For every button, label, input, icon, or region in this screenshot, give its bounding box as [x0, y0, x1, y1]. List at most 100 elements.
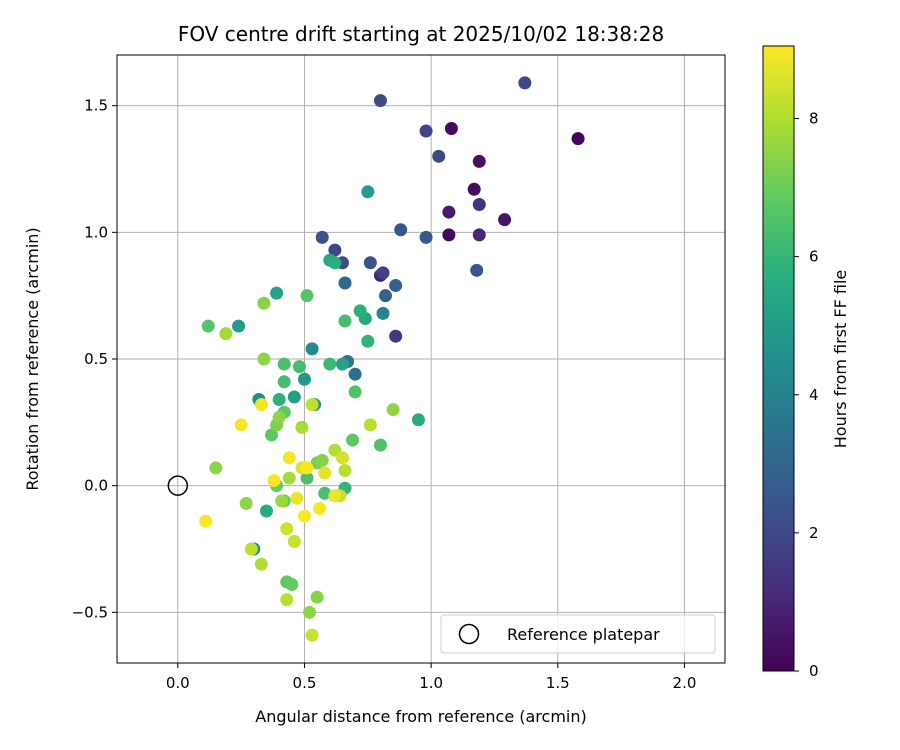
- data-point: [472, 228, 486, 242]
- y-tick-label: 1.0: [84, 223, 108, 241]
- data-point: [376, 306, 390, 320]
- data-point: [361, 334, 375, 348]
- data-point: [571, 132, 585, 146]
- data-point: [282, 471, 296, 485]
- data-point: [363, 418, 377, 432]
- data-point: [328, 256, 342, 270]
- data-point: [244, 542, 258, 556]
- data-point: [270, 286, 284, 300]
- data-point: [373, 94, 387, 108]
- data-point: [219, 327, 233, 341]
- data-point: [287, 390, 301, 404]
- colorbar-gradient: [762, 45, 795, 672]
- data-point: [259, 504, 273, 518]
- colorbar-tick-label: 6: [809, 248, 819, 266]
- data-point: [254, 398, 268, 412]
- data-point: [295, 420, 309, 434]
- data-point: [280, 522, 294, 536]
- data-point: [297, 372, 311, 386]
- x-tick-label: 0.0: [166, 674, 190, 692]
- y-axis-label: Rotation from reference (arcmin): [23, 227, 42, 490]
- x-tick-label: 2.0: [673, 674, 697, 692]
- colorbar-tick-label: 4: [809, 386, 819, 404]
- data-point: [305, 628, 319, 642]
- data-point: [394, 223, 408, 237]
- data-point: [335, 357, 349, 371]
- y-tick-label: 0.5: [84, 350, 108, 368]
- y-axis-ticks: −0.5 0.0 0.5 1.0 1.5: [72, 97, 117, 621]
- data-point: [280, 593, 294, 607]
- data-point: [303, 605, 317, 619]
- data-point: [282, 451, 296, 465]
- data-point: [348, 385, 362, 399]
- data-point: [315, 453, 329, 467]
- data-point: [232, 319, 246, 333]
- data-point: [257, 352, 271, 366]
- data-point: [275, 494, 289, 508]
- data-point: [338, 463, 352, 477]
- legend: Reference platepar: [440, 614, 716, 654]
- legend-marker: [458, 623, 480, 645]
- data-point: [442, 205, 456, 219]
- data-point: [234, 418, 248, 432]
- x-axis-ticks: 0.0 0.5 1.0 1.5 2.0: [166, 663, 697, 692]
- data-point: [389, 329, 403, 343]
- data-point: [338, 276, 352, 290]
- chart-title: FOV centre drift starting at 2025/10/02 …: [178, 22, 664, 46]
- data-point: [373, 438, 387, 452]
- colorbar-tick-label: 8: [809, 110, 819, 128]
- data-point: [209, 461, 223, 475]
- data-point: [346, 433, 360, 447]
- data-point: [300, 289, 314, 303]
- data-point: [442, 228, 456, 242]
- x-tick-label: 0.5: [293, 674, 317, 692]
- legend-label: Reference platepar: [507, 625, 660, 644]
- data-point: [470, 263, 484, 277]
- data-point: [315, 230, 329, 244]
- data-point: [292, 360, 306, 374]
- data-point: [379, 289, 393, 303]
- y-tick-label: 1.5: [84, 97, 108, 115]
- data-point: [353, 304, 367, 318]
- x-tick-label: 1.0: [419, 674, 443, 692]
- data-point: [318, 466, 332, 480]
- data-points: [199, 76, 585, 642]
- data-point: [285, 577, 299, 591]
- data-point: [361, 185, 375, 199]
- grid: [117, 55, 725, 663]
- x-axis-label: Angular distance from reference (arcmin): [255, 707, 586, 726]
- colorbar: 0 2 4 6 8 Hours from first FF file: [762, 45, 850, 680]
- reference-platepar-marker: [167, 475, 189, 496]
- data-point: [265, 428, 279, 442]
- data-point: [199, 514, 213, 528]
- legend-box: [440, 614, 716, 654]
- data-point: [348, 367, 362, 381]
- data-point: [257, 296, 271, 310]
- data-point: [310, 590, 324, 604]
- data-point: [335, 451, 349, 465]
- data-point: [290, 491, 304, 505]
- data-point: [272, 393, 286, 407]
- data-point: [254, 557, 268, 571]
- data-point: [432, 149, 446, 163]
- data-point: [328, 489, 342, 503]
- colorbar-ticks: 0 2 4 6 8: [794, 110, 819, 680]
- data-point: [277, 375, 291, 389]
- data-point: [338, 314, 352, 328]
- y-tick-label: −0.5: [72, 603, 108, 621]
- y-tick-label: 0.0: [84, 477, 108, 495]
- data-point: [287, 534, 301, 548]
- data-point: [411, 413, 425, 427]
- data-point: [300, 471, 314, 485]
- data-point: [318, 486, 332, 500]
- data-point: [472, 197, 486, 211]
- data-point: [328, 243, 342, 257]
- data-point: [297, 509, 311, 523]
- colorbar-label: Hours from first FF file: [831, 270, 850, 449]
- data-point: [277, 357, 291, 371]
- data-point: [267, 474, 281, 488]
- data-point: [272, 410, 286, 424]
- data-point: [300, 461, 314, 475]
- data-point: [386, 403, 400, 417]
